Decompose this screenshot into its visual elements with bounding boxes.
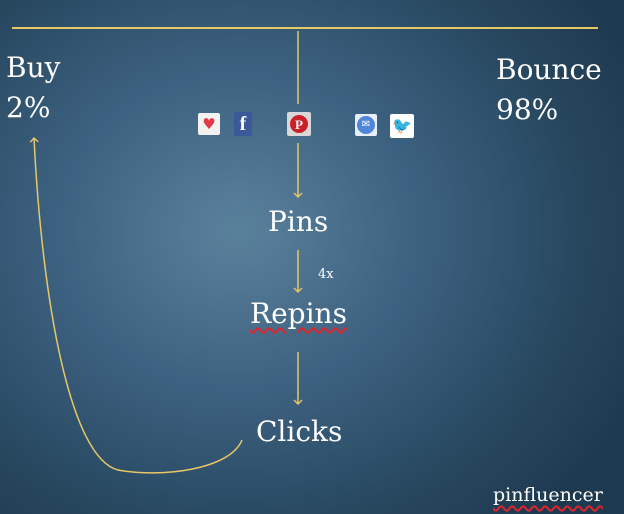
heart-icon: ♥	[198, 113, 220, 135]
twitter-glyph: 🐦	[392, 116, 412, 135]
heart-glyph: ♥	[202, 114, 216, 133]
pins-node: Pins	[268, 205, 329, 238]
pinterest-icon: P	[287, 112, 311, 136]
email-icon: ✉	[355, 114, 377, 136]
buy-percentage: 2%	[6, 91, 51, 124]
repin-multiplier: 4x	[318, 267, 334, 282]
twitter-icon: 🐦	[390, 114, 414, 138]
repins-node: Repins	[250, 297, 347, 330]
clicks-node: Clicks	[256, 415, 343, 448]
facebook-icon: f	[234, 112, 252, 136]
buy-label: Buy	[6, 51, 61, 84]
bounce-percentage: 98%	[496, 93, 559, 126]
pinterest-glyph: P	[290, 115, 308, 133]
clicks-to-buy-curve	[29, 137, 243, 474]
facebook-glyph: f	[239, 113, 247, 135]
pinfluencer-brand: pinfluencer	[493, 484, 603, 506]
email-glyph: ✉	[357, 116, 375, 134]
bounce-label: Bounce	[496, 53, 602, 86]
